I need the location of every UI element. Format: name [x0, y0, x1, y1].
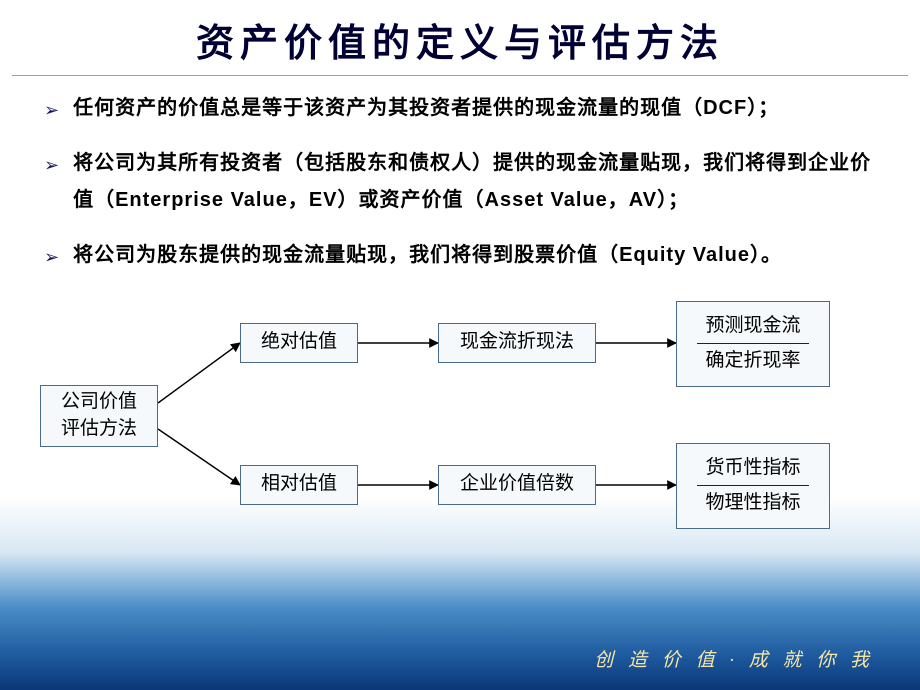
- node-separator: [697, 343, 809, 344]
- flowchart-edge: [158, 429, 240, 485]
- chevron-right-icon: ➢: [44, 94, 59, 127]
- node-bottom-label: 物理性指标: [705, 490, 800, 517]
- bullet-text: 任何资产的价值总是等于该资产为其投资者提供的现金流量的现值（DCF）；: [73, 90, 779, 127]
- bullet-item: ➢ 将公司为其所有投资者（包括股东和债权人）提供的现金流量贴现，我们将得到企业价…: [44, 145, 876, 219]
- node-bottom-label: 确定折现率: [705, 348, 800, 375]
- bullet-text: 将公司为股东提供的现金流量贴现，我们将得到股票价值（Equity Value）。: [73, 237, 782, 274]
- title-separator: [12, 75, 908, 76]
- node-top-label: 预测现金流: [705, 313, 800, 340]
- flowchart-edge: [158, 343, 240, 403]
- bullet-list: ➢ 任何资产的价值总是等于该资产为其投资者提供的现金流量的现值（DCF）； ➢ …: [0, 90, 920, 275]
- bullet-text: 将公司为其所有投资者（包括股东和债权人）提供的现金流量贴现，我们将得到企业价值（…: [73, 145, 876, 219]
- bullet-item: ➢ 将公司为股东提供的现金流量贴现，我们将得到股票价值（Equity Value…: [44, 237, 876, 274]
- node-top-label: 货币性指标: [705, 455, 800, 482]
- footer-slogan: 创 造 价 值 · 成 就 你 我: [594, 645, 874, 672]
- chevron-right-icon: ➢: [44, 241, 59, 274]
- flowchart-node-dcfout: 预测现金流确定折现率: [676, 301, 830, 387]
- bullet-item: ➢ 任何资产的价值总是等于该资产为其投资者提供的现金流量的现值（DCF）；: [44, 90, 876, 127]
- flowchart-node-abs: 绝对估值: [240, 323, 358, 363]
- flowchart: 公司价值 评估方法 绝对估值相对估值 现金流折现法企业价值倍数 预测现金流确定折现率货…: [40, 293, 880, 553]
- page-title: 资产价值的定义与评估方法: [0, 0, 920, 75]
- chevron-right-icon: ➢: [44, 149, 59, 182]
- flowchart-node-rel: 相对估值: [240, 465, 358, 505]
- flowchart-node-multout: 货币性指标物理性指标: [676, 443, 830, 529]
- flowchart-node-mult: 企业价值倍数: [438, 465, 596, 505]
- flowchart-node-dcf: 现金流折现法: [438, 323, 596, 363]
- node-separator: [697, 485, 809, 486]
- flowchart-node-root: 公司价值 评估方法: [40, 385, 158, 447]
